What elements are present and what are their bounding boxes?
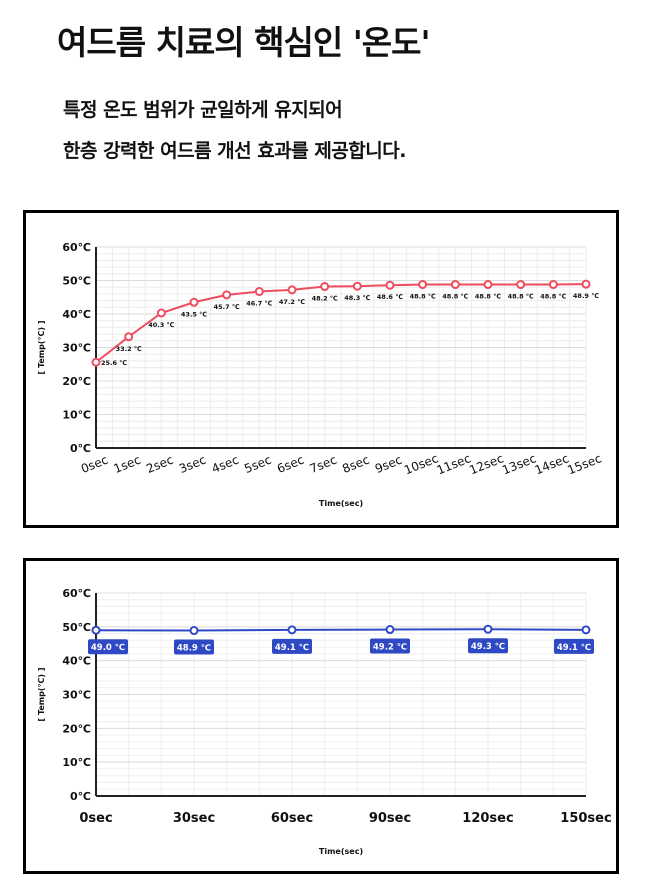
y-tick-label: 40℃ [62,655,91,668]
page-title: 여드름 치료의 핵심인 '온도' [57,23,431,62]
data-label: 48.9 ℃ [177,644,211,654]
data-label: 46.7 ℃ [246,300,272,308]
data-point [189,626,199,636]
data-point [287,625,297,635]
data-point [450,280,460,290]
data-point [483,624,493,634]
y-tick-label: 30℃ [62,689,91,702]
x-tick-label: 8sec [340,453,371,476]
data-label: 48.8 ℃ [540,293,566,301]
data-point [189,297,199,307]
x-tick-label: 0sec [79,811,112,826]
data-label: 47.2 ℃ [279,298,305,306]
y-axis-title: [ Temp(°C) ] [37,668,46,722]
data-label-badge [272,638,312,654]
x-tick-label: 2sec [144,453,175,476]
data-label: 43.5 ℃ [181,310,207,318]
data-label: 48.8 ℃ [442,293,468,301]
y-tick-label: 10℃ [62,756,91,769]
data-point [385,280,395,290]
x-tick-label: 7sec [308,453,339,476]
y-tick-label: 40℃ [62,308,91,321]
data-label: 48.8 ℃ [410,293,436,301]
x-tick-label: 15sec [565,451,603,477]
data-label: 45.7 ℃ [214,303,240,311]
data-label-badge [370,638,410,654]
x-axis-title: Time(sec) [319,847,363,856]
data-label: 40.3 ℃ [148,321,174,329]
x-tick-label: 4sec [210,453,241,476]
data-label: 48.3 ℃ [344,294,370,302]
y-tick-label: 20℃ [62,375,91,388]
data-point [222,290,232,300]
data-label-badge [88,639,128,655]
temperature-chart-15sec: 0℃ 10℃ 20℃ 30℃ 40℃ 50℃ 60℃ 0sec 1sec 2sec 3sec 4sec… [37,241,604,508]
x-tick-label: 90sec [369,811,411,826]
data-point [418,280,428,290]
y-tick-label: 20℃ [62,722,91,735]
data-label: 49.2 ℃ [373,643,407,653]
y-axis-title: [ Temp(°C) ] [37,321,46,375]
data-point [483,280,493,290]
x-tick-label: 6sec [275,453,306,476]
x-tick-label: 5sec [242,453,273,476]
x-axis-title: Time(sec) [319,499,363,508]
data-point [581,625,591,635]
y-tick-label: 0℃ [70,442,91,455]
data-label: 49.1 ℃ [557,643,591,653]
chart-panel-2: 0℃ 10℃ 20℃ 30℃ 40℃ 50℃ 60℃ 0sec 30sec 60sec 90sec 1… [23,558,619,874]
x-tick-label: 60sec [271,811,313,826]
data-point [254,287,264,297]
data-label: 48.6 ℃ [377,293,403,301]
data-point [287,285,297,295]
data-point [156,308,166,318]
data-point [352,281,362,291]
series-line [95,628,587,632]
x-tick-label: 150sec [560,811,611,826]
data-point [548,280,558,290]
data-label: 49.0 ℃ [91,643,125,653]
data-point [91,357,101,367]
y-tick-label: 50℃ [62,275,91,288]
y-tick-label: 0℃ [70,790,91,803]
y-tick-label: 60℃ [62,241,91,254]
data-label-badge [468,638,508,654]
data-point [516,280,526,290]
series-line [95,283,587,364]
data-label: 48.2 ℃ [312,295,338,303]
y-tick-label: 30℃ [62,342,91,355]
y-tick-label: 60℃ [62,587,91,600]
x-tick-label: 0sec [79,453,110,476]
data-label: 49.1 ℃ [275,643,309,653]
data-point [581,279,591,289]
y-tick-label: 50℃ [62,621,91,634]
data-point [385,625,395,635]
data-label: 48.9 ℃ [573,292,599,300]
data-label: 49.3 ℃ [471,642,505,652]
subtitle-line-2: 한층 강력한 여드름 개선 효과를 제공합니다. [63,140,406,162]
data-label: 48.8 ℃ [475,293,501,301]
data-label-badge [554,638,594,654]
data-point [320,282,330,292]
y-tick-label: 10℃ [62,409,91,422]
data-point [91,625,101,635]
data-point [124,332,134,342]
x-tick-label: 9sec [373,453,404,476]
subtitle-line-1: 특정 온도 범위가 균일하게 유지되어 [63,99,343,121]
data-label: 48.8 ℃ [508,293,534,301]
data-label: 33.2 ℃ [116,345,142,353]
x-tick-label: 120sec [462,811,513,826]
x-tick-label: 1sec [112,453,143,476]
temperature-chart-150sec: 0℃ 10℃ 20℃ 30℃ 40℃ 50℃ 60℃ 0sec 30sec 60sec 90sec 1… [37,587,612,856]
x-tick-label: 3sec [177,453,208,476]
data-label-badge [174,639,214,655]
x-tick-label: 30sec [173,811,215,826]
chart-panel-1: 0℃ 10℃ 20℃ 30℃ 40℃ 50℃ 60℃ 0sec 1sec 2sec 3sec 4sec… [23,210,619,528]
data-label: 25.6 ℃ [101,359,127,367]
